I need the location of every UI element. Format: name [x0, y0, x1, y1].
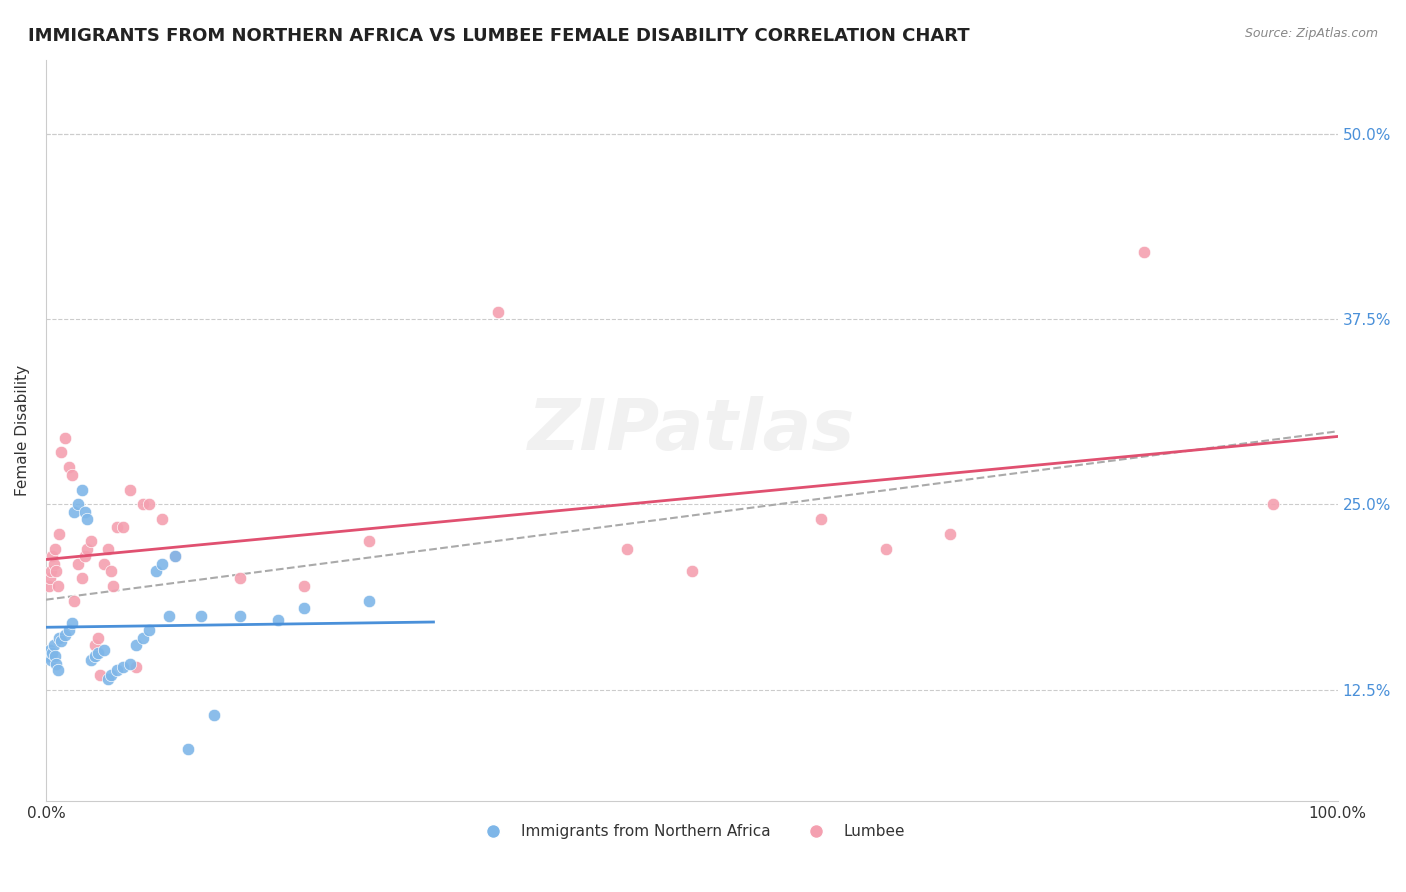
Point — [157, 608, 180, 623]
Point — [357, 534, 380, 549]
Point — [132, 497, 155, 511]
Point — [45, 564, 67, 578]
Point — [202, 707, 225, 722]
Point — [51, 633, 73, 648]
Point — [93, 642, 115, 657]
Point — [41, 549, 63, 564]
Point — [39, 653, 62, 667]
Point — [165, 549, 187, 564]
Point — [616, 541, 638, 556]
Point — [267, 613, 290, 627]
Point — [41, 646, 63, 660]
Point — [112, 519, 135, 533]
Point — [76, 512, 98, 526]
Point — [132, 631, 155, 645]
Point — [118, 483, 141, 497]
Point — [60, 467, 83, 482]
Point — [97, 673, 120, 687]
Point — [60, 615, 83, 630]
Point — [292, 601, 315, 615]
Point — [100, 668, 122, 682]
Point — [357, 593, 380, 607]
Point — [80, 534, 103, 549]
Point — [46, 579, 69, 593]
Point — [84, 638, 107, 652]
Point — [39, 564, 62, 578]
Point — [86, 631, 108, 645]
Text: IMMIGRANTS FROM NORTHERN AFRICA VS LUMBEE FEMALE DISABILITY CORRELATION CHART: IMMIGRANTS FROM NORTHERN AFRICA VS LUMBE… — [28, 27, 970, 45]
Point — [53, 628, 76, 642]
Point — [486, 304, 509, 318]
Point — [138, 624, 160, 638]
Point — [228, 572, 250, 586]
Point — [100, 564, 122, 578]
Point — [1133, 245, 1156, 260]
Point — [84, 648, 107, 663]
Point — [80, 653, 103, 667]
Point — [46, 664, 69, 678]
Point — [53, 431, 76, 445]
Point — [939, 527, 962, 541]
Point — [58, 624, 80, 638]
Point — [44, 648, 66, 663]
Point — [73, 505, 96, 519]
Point — [38, 579, 60, 593]
Point — [48, 631, 70, 645]
Point — [63, 505, 86, 519]
Y-axis label: Female Disability: Female Disability — [15, 365, 30, 496]
Point — [45, 657, 67, 672]
Point — [681, 564, 703, 578]
Point — [150, 557, 173, 571]
Legend: Immigrants from Northern Africa, Lumbee: Immigrants from Northern Africa, Lumbee — [472, 818, 911, 845]
Point — [810, 512, 832, 526]
Point — [38, 642, 60, 657]
Point — [42, 557, 65, 571]
Point — [138, 497, 160, 511]
Point — [44, 541, 66, 556]
Point — [292, 579, 315, 593]
Point — [165, 549, 187, 564]
Point — [228, 608, 250, 623]
Point — [1261, 497, 1284, 511]
Point — [42, 638, 65, 652]
Point — [93, 557, 115, 571]
Point — [145, 564, 167, 578]
Point — [125, 638, 148, 652]
Text: Source: ZipAtlas.com: Source: ZipAtlas.com — [1244, 27, 1378, 40]
Text: ZIPatlas: ZIPatlas — [529, 396, 855, 465]
Point — [112, 660, 135, 674]
Point — [97, 541, 120, 556]
Point — [38, 572, 60, 586]
Point — [101, 579, 124, 593]
Point — [58, 460, 80, 475]
Point — [67, 557, 90, 571]
Point — [89, 668, 111, 682]
Point — [86, 646, 108, 660]
Point — [177, 742, 200, 756]
Point — [190, 608, 212, 623]
Point — [76, 541, 98, 556]
Point — [70, 483, 93, 497]
Point — [67, 497, 90, 511]
Point — [150, 512, 173, 526]
Point — [875, 541, 897, 556]
Point — [118, 657, 141, 672]
Point — [63, 593, 86, 607]
Point — [73, 549, 96, 564]
Point — [48, 527, 70, 541]
Point — [125, 660, 148, 674]
Point — [105, 664, 128, 678]
Point — [51, 445, 73, 459]
Point — [38, 648, 60, 663]
Point — [105, 519, 128, 533]
Point — [70, 572, 93, 586]
